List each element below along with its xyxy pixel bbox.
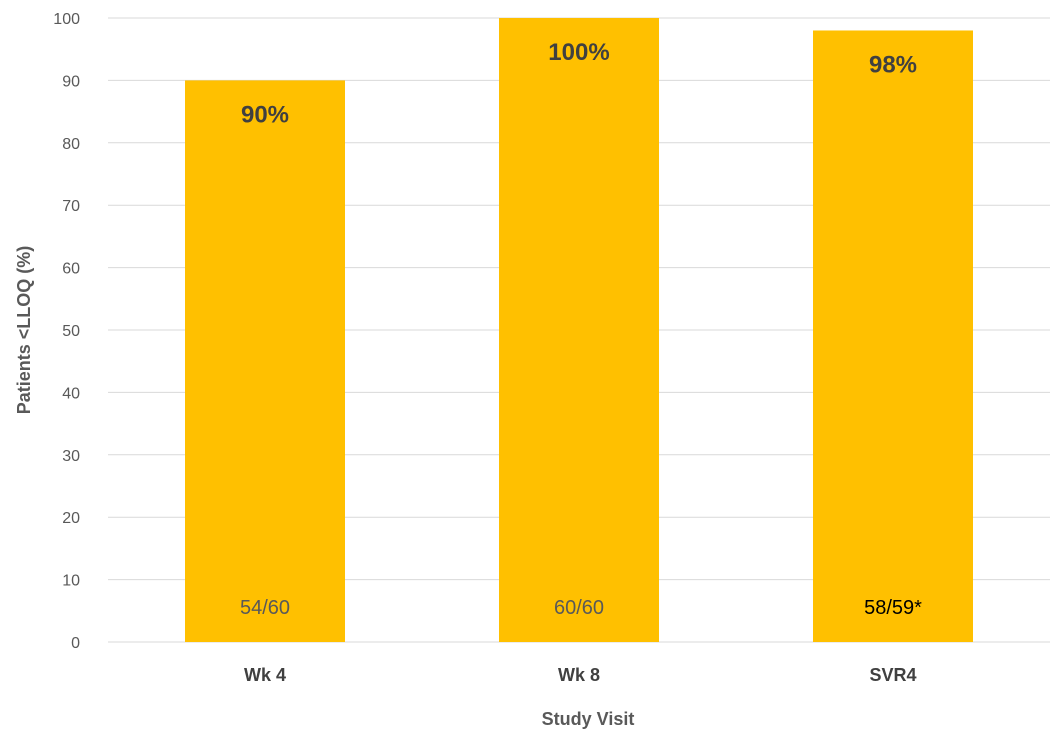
y-tick-label: 100 [53,11,80,28]
y-tick-label: 70 [62,198,80,215]
y-tick-label: 10 [62,573,80,590]
bar [185,80,345,642]
bars: 90% 54/60 100% 60/60 98% 58/59* [185,18,973,643]
bar-count-label: 60/60 [554,597,604,619]
bar-count-label: 54/60 [240,597,290,619]
x-tick-label: Wk 4 [244,665,286,685]
x-tick-label: SVR4 [869,665,916,685]
y-tick-label: 60 [62,261,80,278]
bar-count-label: 58/59* [864,597,922,619]
y-tick-label: 0 [71,635,80,652]
bar [813,30,973,643]
y-tick-label: 20 [62,510,80,527]
y-tick-label: 50 [62,323,80,340]
bar [499,18,659,642]
y-tick-label: 80 [62,136,80,153]
x-tick-label: Wk 8 [558,665,600,685]
bar-value-label: 98% [869,51,917,78]
x-axis-categories: Wk 4 Wk 8 SVR4 [244,665,917,685]
bar-value-label: 100% [548,39,609,66]
x-axis-title: Study Visit [542,709,635,729]
y-tick-label: 90 [62,73,80,90]
y-axis-ticks: 0 10 20 30 40 50 60 70 80 90 100 [53,11,80,652]
y-tick-label: 40 [62,385,80,402]
bar-value-label: 90% [241,101,289,128]
y-axis-title: Patients <LLOQ (%) [14,246,34,415]
y-tick-label: 30 [62,448,80,465]
